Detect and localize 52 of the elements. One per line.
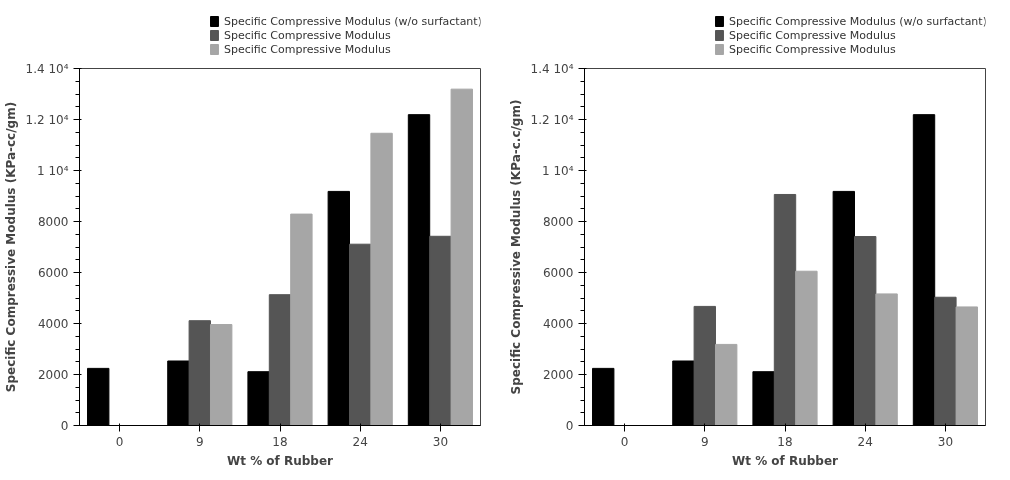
x-tick-label: 9	[195, 434, 204, 449]
bar	[693, 305, 716, 426]
y-tick-label: 6000	[542, 265, 574, 280]
bar	[450, 88, 473, 426]
bar	[268, 294, 292, 426]
legend-label: Specific Compressive Modulus	[729, 43, 896, 56]
legend-label: Specific Compressive Modulus (w/o surfactant)	[729, 15, 987, 28]
x-tick-label: 0	[115, 434, 124, 449]
x-tick-label: 18	[777, 434, 793, 449]
y-tick-label: 4000	[542, 316, 574, 331]
bar	[290, 213, 313, 426]
y-tick-label: 2000	[542, 367, 574, 382]
bar	[795, 270, 818, 426]
bar	[209, 324, 233, 426]
y-tick-label: 6000	[37, 265, 69, 280]
x-tick-label: 30	[937, 434, 954, 449]
y-tick-label: 0	[565, 418, 574, 433]
bar	[188, 320, 211, 426]
bar	[934, 296, 957, 426]
y-tick-label: 4000	[37, 316, 69, 331]
legend-label: Specific Compressive Modulus	[224, 29, 391, 42]
y-tick-label: 1.4 10⁴	[25, 61, 69, 76]
bar	[875, 293, 898, 426]
y-tick-label: 8000	[542, 214, 574, 229]
y-tick-label: 2000	[37, 367, 69, 382]
x-tick-label: 24	[857, 434, 873, 449]
x-tick-label: 18	[272, 434, 288, 449]
y-tick-label: 1 10⁴	[36, 163, 69, 178]
legend-label: Specific Compressive Modulus	[729, 29, 896, 42]
x-tick-label: 0	[620, 434, 629, 449]
y-tick-label: 1 10⁴	[541, 163, 574, 178]
bar	[429, 235, 452, 426]
bar	[854, 236, 877, 426]
y-tick-label: 1.4 10⁴	[530, 61, 574, 76]
bar	[370, 132, 393, 426]
bar	[773, 193, 797, 426]
bar	[349, 243, 372, 426]
bar	[955, 306, 978, 426]
y-axis-title: Specific Compressive Modulus (KPa-c.c/gm)	[508, 99, 523, 395]
x-tick-label: 30	[432, 434, 449, 449]
y-tick-label: 0	[60, 418, 69, 433]
y-tick-label: 8000	[37, 214, 69, 229]
y-tick-label: 1.2 10⁴	[530, 112, 574, 127]
legend-label: Specific Compressive Modulus	[224, 43, 391, 56]
x-axis-title: Wt % of Rubber	[731, 453, 839, 468]
bar	[714, 343, 738, 426]
y-tick-label: 1.2 10⁴	[25, 112, 69, 127]
y-axis-title: Specific Compressive Modulus (KPa-cc/gm)	[3, 101, 18, 393]
x-axis-title: Wt % of Rubber	[226, 453, 334, 468]
x-tick-label: 24	[352, 434, 368, 449]
legend-label: Specific Compressive Modulus (w/o surfactant)	[224, 15, 482, 28]
x-tick-label: 9	[700, 434, 709, 449]
